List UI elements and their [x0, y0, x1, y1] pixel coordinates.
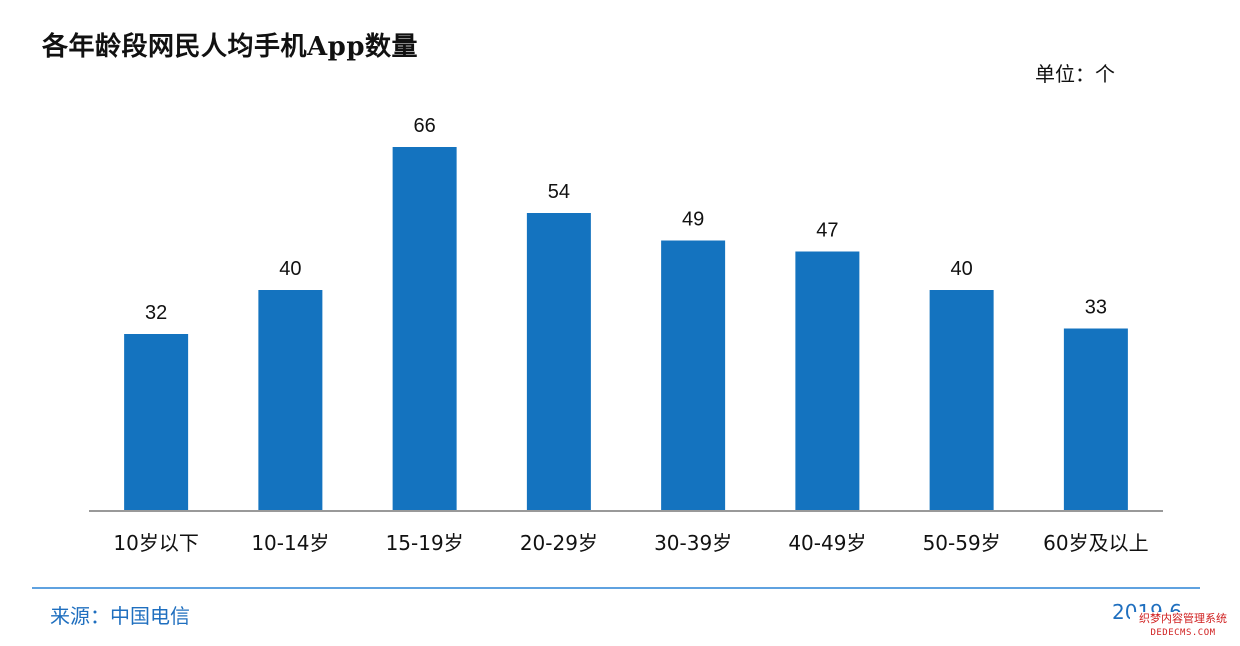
data-label-7: 33 [1085, 297, 1107, 319]
data-label-3: 54 [548, 181, 570, 203]
bar-6 [929, 290, 994, 510]
watermark-text: 织梦内容管理系统 [1139, 612, 1227, 625]
bar-0 [124, 334, 189, 510]
data-label-5: 47 [816, 220, 838, 242]
footer-divider [32, 587, 1200, 589]
bar-4 [661, 240, 726, 510]
x-tick-label-2: 15-19岁 [386, 531, 464, 555]
watermark-url: DEDECMS.COM [1150, 628, 1216, 638]
unit-label: 单位：个 [1035, 62, 1115, 86]
x-tick-label-5: 40-49岁 [788, 531, 866, 555]
source-label: 来源：中国电信 [50, 604, 190, 628]
bar-3 [526, 213, 591, 510]
bar-5 [795, 251, 860, 510]
bar-2 [392, 147, 457, 510]
x-tick-label-0: 10岁以下 [113, 531, 198, 555]
x-tick-label-3: 20-29岁 [520, 531, 598, 555]
bar-1 [258, 290, 323, 510]
bar-chart: 32 10岁以下 40 10-14岁 66 15-19岁 54 20-29岁 49 30-39岁 4… [89, 115, 1163, 555]
bar-7 [1063, 328, 1128, 510]
data-label-1: 40 [279, 258, 301, 280]
data-label-4: 49 [682, 209, 704, 231]
x-tick-label-6: 50-59岁 [923, 531, 1001, 555]
data-label-0: 32 [145, 302, 167, 324]
x-tick-label-7: 60岁及以上 [1043, 531, 1148, 555]
x-tick-label-4: 30-39岁 [654, 531, 732, 555]
watermark: 织梦内容管理系统 DEDECMS.COM [1130, 612, 1236, 642]
x-tick-label-1: 10-14岁 [251, 531, 329, 555]
chart-title: 各年龄段网民人均手机App数量 [42, 32, 419, 62]
data-label-2: 66 [414, 115, 436, 137]
data-label-6: 40 [951, 258, 973, 280]
